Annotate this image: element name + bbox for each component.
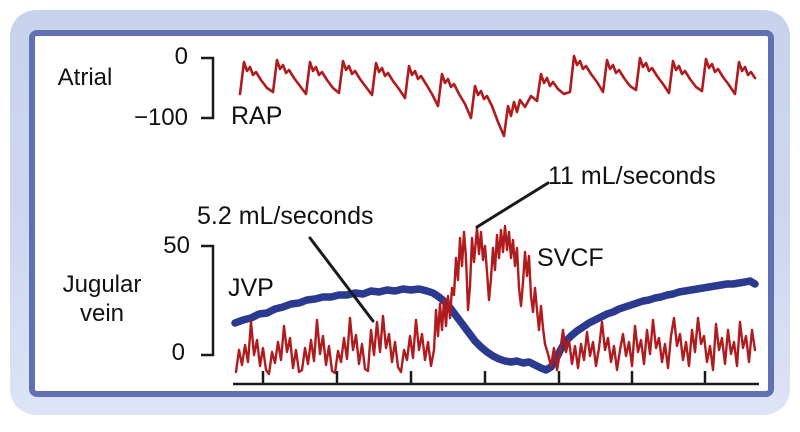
time-axis-layer (233, 371, 759, 386)
svcf-trace-label: SVCF (537, 244, 604, 272)
atrial-scale-bottom-value: −100 (133, 104, 188, 131)
trace-rap (238, 54, 757, 138)
rap-trace-label: RAP (231, 102, 283, 130)
jvp-trace-label: JVP (228, 274, 274, 302)
atrial-panel-label: Atrial (57, 64, 113, 91)
trace-jvp (231, 277, 759, 374)
jugular-panel-label: Jugular vein (42, 270, 162, 329)
annotation-lines-layer (308, 181, 550, 323)
jugular-scale-bottom-value: 0 (171, 339, 185, 366)
traces-layer (231, 54, 759, 376)
annotation-leader-line-0 (308, 236, 375, 323)
jugular-scale-top-value: 50 (163, 232, 190, 259)
jugular-scale-bracket (201, 244, 215, 357)
jugular-panel-label-line2: vein (79, 300, 125, 328)
svcf-baseline-flow-annotation: 5.2 mL/seconds (197, 202, 374, 230)
trace-svcf (234, 224, 757, 376)
jugular-panel-label-line1: Jugular (62, 271, 142, 298)
annotation-leader-line-1 (475, 181, 550, 229)
atrial-scale-bracket (201, 56, 215, 120)
svcf-peak-flow-annotation: 11 mL/seconds (548, 162, 716, 190)
atrial-scale-top-value: 0 (174, 43, 188, 70)
